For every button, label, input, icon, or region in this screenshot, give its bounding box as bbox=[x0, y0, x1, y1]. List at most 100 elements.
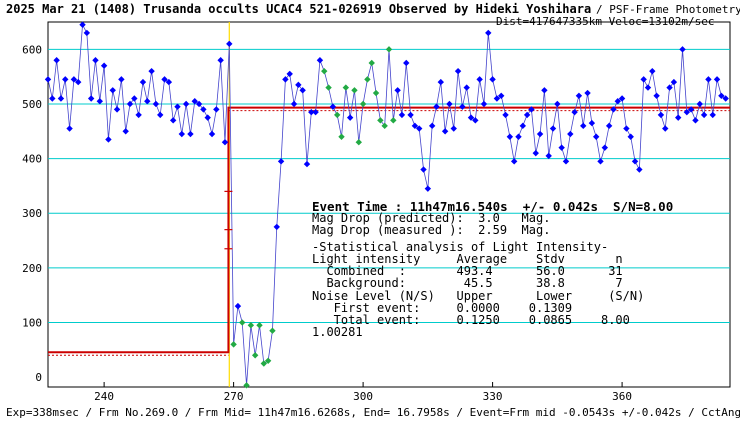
event-point bbox=[359, 100, 367, 108]
data-point bbox=[169, 117, 177, 124]
y-tick-label-0: 0 bbox=[35, 371, 42, 384]
data-point bbox=[182, 100, 190, 108]
data-point bbox=[528, 106, 535, 113]
data-point bbox=[610, 106, 617, 113]
footer-info: Exp=338msec / Frm No.269.0 / Frm Mid= 11… bbox=[6, 406, 740, 419]
data-point bbox=[459, 103, 466, 110]
data-point bbox=[277, 158, 285, 165]
data-point bbox=[87, 95, 95, 102]
data-point bbox=[428, 122, 436, 130]
data-point bbox=[601, 144, 609, 151]
data-point bbox=[700, 111, 708, 119]
data-point bbox=[303, 160, 311, 168]
data-point bbox=[100, 62, 108, 69]
data-point bbox=[493, 95, 501, 102]
data-point bbox=[75, 78, 82, 86]
event-point bbox=[390, 117, 397, 124]
event-point bbox=[368, 59, 375, 67]
event-point bbox=[334, 111, 341, 119]
data-point bbox=[580, 122, 587, 130]
data-point bbox=[675, 114, 682, 121]
data-point bbox=[403, 59, 410, 67]
data-point bbox=[152, 100, 160, 108]
y-tick-label-100: 100 bbox=[22, 317, 42, 330]
data-point bbox=[316, 57, 324, 64]
data-point bbox=[118, 76, 125, 83]
data-point bbox=[498, 92, 505, 99]
data-point bbox=[66, 125, 73, 132]
data-point bbox=[312, 108, 319, 116]
data-point bbox=[571, 108, 578, 116]
y-tick-label-500: 500 bbox=[22, 98, 42, 111]
light-curve-line bbox=[47, 23, 726, 386]
data-point bbox=[463, 84, 470, 91]
event-point bbox=[256, 322, 263, 329]
data-point bbox=[623, 125, 630, 132]
data-point bbox=[144, 98, 151, 105]
x-tick-label-360: 360 bbox=[612, 390, 632, 403]
data-point bbox=[126, 100, 134, 108]
combined-row: Combined : 493.4 56.0 31 bbox=[312, 264, 623, 278]
data-point bbox=[213, 106, 220, 113]
data-point bbox=[467, 114, 475, 121]
data-point bbox=[545, 152, 552, 160]
data-point bbox=[709, 111, 716, 119]
data-point bbox=[554, 100, 561, 108]
data-point bbox=[480, 100, 488, 108]
data-point bbox=[446, 100, 453, 108]
data-point bbox=[295, 81, 302, 89]
y-tick-label-600: 600 bbox=[22, 43, 42, 56]
data-point bbox=[148, 67, 155, 75]
data-point bbox=[618, 95, 626, 102]
data-point bbox=[476, 76, 483, 83]
method-label: / PSF-Frame Photometry / bbox=[596, 3, 740, 16]
data-point bbox=[541, 87, 548, 94]
mag-drop-predicted: Mag Drop (predicted): 3.0 Mag. bbox=[312, 211, 550, 225]
data-point bbox=[605, 122, 613, 130]
data-point bbox=[398, 111, 406, 119]
data-point bbox=[506, 133, 514, 140]
data-point bbox=[273, 223, 280, 231]
event-point bbox=[385, 46, 393, 53]
data-point bbox=[588, 119, 596, 127]
data-point bbox=[346, 114, 354, 121]
data-point bbox=[424, 185, 432, 192]
data-point bbox=[510, 158, 518, 165]
event-point bbox=[377, 117, 384, 124]
data-point bbox=[562, 158, 570, 165]
event-point bbox=[264, 357, 272, 364]
data-point bbox=[523, 111, 531, 119]
data-point bbox=[282, 76, 289, 83]
data-point bbox=[657, 111, 665, 119]
data-point bbox=[416, 125, 423, 132]
data-point bbox=[329, 103, 337, 110]
data-point bbox=[718, 92, 725, 99]
data-point bbox=[200, 106, 207, 113]
data-point bbox=[49, 95, 56, 102]
data-point bbox=[472, 117, 479, 124]
intensity-header: Light intensity Average Stdv n bbox=[312, 252, 623, 266]
data-point bbox=[705, 76, 712, 83]
data-point bbox=[441, 128, 449, 135]
x-tick-label-300: 300 bbox=[353, 390, 373, 403]
data-point bbox=[411, 122, 419, 130]
data-point bbox=[191, 98, 198, 105]
total-event-row: Total event: 0.1250 0.0865 8.00 bbox=[312, 313, 630, 327]
data-point bbox=[290, 100, 298, 108]
data-point bbox=[157, 111, 164, 119]
first-event-row: First event: 0.0000 0.1309 bbox=[312, 301, 572, 315]
data-point bbox=[644, 84, 652, 91]
event-point bbox=[260, 360, 268, 367]
event-time-text: Event Time : 11h47m16.540s +/- 0.042s S/… bbox=[312, 199, 673, 214]
data-point bbox=[536, 130, 544, 138]
data-point bbox=[433, 103, 440, 110]
y-tick-label-200: 200 bbox=[22, 262, 42, 275]
data-point bbox=[204, 114, 211, 121]
data-point bbox=[286, 70, 293, 78]
data-point bbox=[636, 166, 643, 173]
event-point bbox=[372, 89, 380, 97]
mag-drop-measured: Mag Drop (measured ): 2.59 Mag. bbox=[312, 223, 550, 237]
data-point bbox=[178, 130, 186, 138]
data-point bbox=[62, 76, 69, 83]
